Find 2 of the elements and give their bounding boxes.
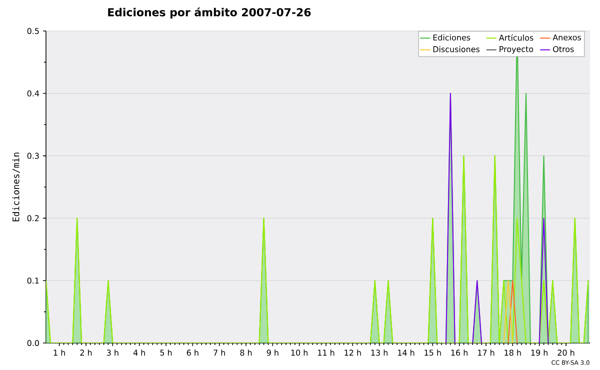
y-axis-title: Ediciones/min — [12, 152, 20, 222]
chart-title: Ediciones por ámbito 2007-07-26 — [108, 7, 311, 19]
